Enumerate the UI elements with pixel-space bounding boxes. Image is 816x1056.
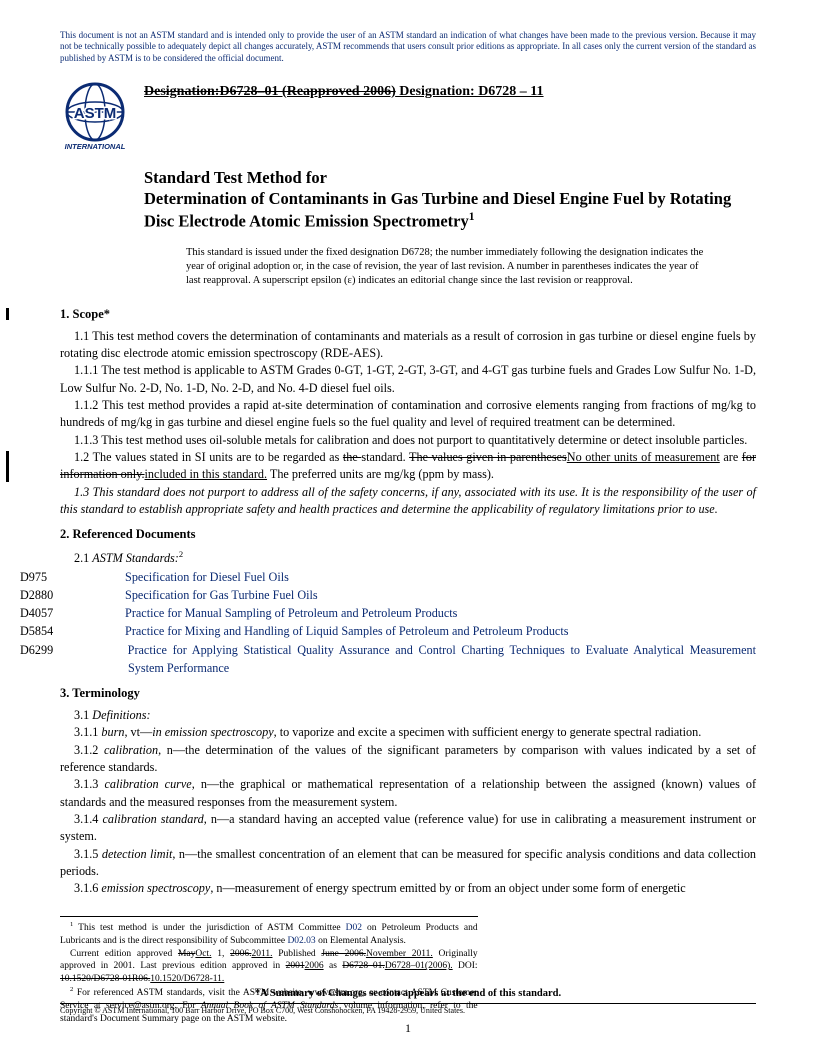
committee-link[interactable]: D02 bbox=[346, 923, 362, 933]
para-1-1: 1.1 This test method covers the determin… bbox=[60, 328, 756, 363]
section-2-head: 2. Referenced Documents bbox=[60, 526, 756, 544]
definition-item: 3.1.2 calibration, n—the determination o… bbox=[60, 742, 756, 777]
summary-note: *A Summary of Changes section appears at… bbox=[60, 988, 756, 999]
designation: Designation:D6728–01 (Reapproved 2006) D… bbox=[144, 82, 544, 100]
content-body: Standard Test Method for Determination o… bbox=[144, 167, 756, 288]
definition-item: 3.1.4 calibration standard, n—a standard… bbox=[60, 811, 756, 846]
section-3: 3. Terminology 3.1 Definitions: 3.1.1 bu… bbox=[60, 685, 756, 897]
svg-text:INTERNATIONAL: INTERNATIONAL bbox=[65, 142, 126, 151]
ref-item: D5854 Practice for Mixing and Handling o… bbox=[60, 622, 756, 640]
definition-item: 3.1.3 calibration curve, n—the graphical… bbox=[60, 776, 756, 811]
para-1-1-1: 1.1.1 The test method is applicable to A… bbox=[60, 362, 756, 397]
definition-item: 3.1.1 burn, vt—in emission spectroscopy,… bbox=[60, 724, 756, 741]
page: This document is not an ASTM standard an… bbox=[0, 0, 816, 1056]
copyright: Copyright © ASTM International, 100 Barr… bbox=[60, 1003, 756, 1015]
title-superscript: 1 bbox=[469, 211, 475, 223]
para-1-3: 1.3 This standard does not purport to ad… bbox=[60, 484, 756, 519]
astm-logo: ASTM INTERNATIONAL bbox=[60, 82, 130, 157]
footnote-1: 1 This test method is under the jurisdic… bbox=[60, 921, 478, 948]
ref-item: D975 Specification for Diesel Fuel Oils bbox=[60, 568, 756, 586]
section-1-head: 1. Scope* bbox=[60, 306, 756, 324]
designation-old: Designation:D6728–01 (Reapproved 2006) bbox=[144, 84, 396, 99]
para-1-1-2: 1.1.2 This test method provides a rapid … bbox=[60, 397, 756, 432]
ref-item: D6299 Practice for Applying Statistical … bbox=[60, 641, 756, 678]
designation-new: Designation: D6728 – 11 bbox=[396, 84, 544, 99]
definition-item: 3.1.5 detection limit, n—the smallest co… bbox=[60, 846, 756, 881]
section-1: 1. Scope* 1.1 This test method covers th… bbox=[60, 306, 756, 518]
ref-link[interactable]: Specification for Diesel Fuel Oils bbox=[125, 570, 289, 584]
reference-list: D975 Specification for Diesel Fuel Oils … bbox=[60, 568, 756, 678]
ref-link[interactable]: Practice for Mixing and Handling of Liqu… bbox=[125, 624, 568, 638]
standard-title: Standard Test Method for Determination o… bbox=[144, 167, 756, 232]
header-row: ASTM INTERNATIONAL Designation:D6728–01 … bbox=[60, 82, 756, 157]
para-1-1-3: 1.1.3 This test method uses oil-soluble … bbox=[60, 432, 756, 449]
title-line1: Standard Test Method for bbox=[144, 168, 327, 187]
definition-item: 3.1.6 emission spectroscopy, n—measureme… bbox=[60, 880, 756, 897]
svg-text:ASTM: ASTM bbox=[74, 105, 117, 122]
disclaimer-text: This document is not an ASTM standard an… bbox=[60, 30, 756, 64]
page-footer: *A Summary of Changes section appears at… bbox=[60, 988, 756, 1036]
issued-note: This standard is issued under the fixed … bbox=[186, 246, 714, 289]
footnote-1b: Current edition approved MayOct. 1, 2006… bbox=[60, 948, 478, 986]
ref-link[interactable]: Specification for Gas Turbine Fuel Oils bbox=[125, 588, 318, 602]
ref-link[interactable]: Practice for Applying Statistical Qualit… bbox=[128, 643, 756, 675]
page-number: 1 bbox=[60, 1021, 756, 1036]
ref-item: D4057 Practice for Manual Sampling of Pe… bbox=[60, 604, 756, 622]
ref-item: D2880 Specification for Gas Turbine Fuel… bbox=[60, 586, 756, 604]
section-3-head: 3. Terminology bbox=[60, 685, 756, 703]
section-2: 2. Referenced Documents 2.1 ASTM Standar… bbox=[60, 526, 756, 677]
para-1-2: 1.2 The values stated in SI units are to… bbox=[60, 449, 756, 484]
subcommittee-link[interactable]: D02.03 bbox=[287, 936, 315, 946]
title-line2: Determination of Contaminants in Gas Tur… bbox=[144, 189, 731, 230]
para-3-1: 3.1 Definitions: bbox=[60, 707, 756, 724]
ref-link[interactable]: Practice for Manual Sampling of Petroleu… bbox=[125, 606, 457, 620]
para-2-1: 2.1 ASTM Standards:2 bbox=[60, 548, 756, 567]
